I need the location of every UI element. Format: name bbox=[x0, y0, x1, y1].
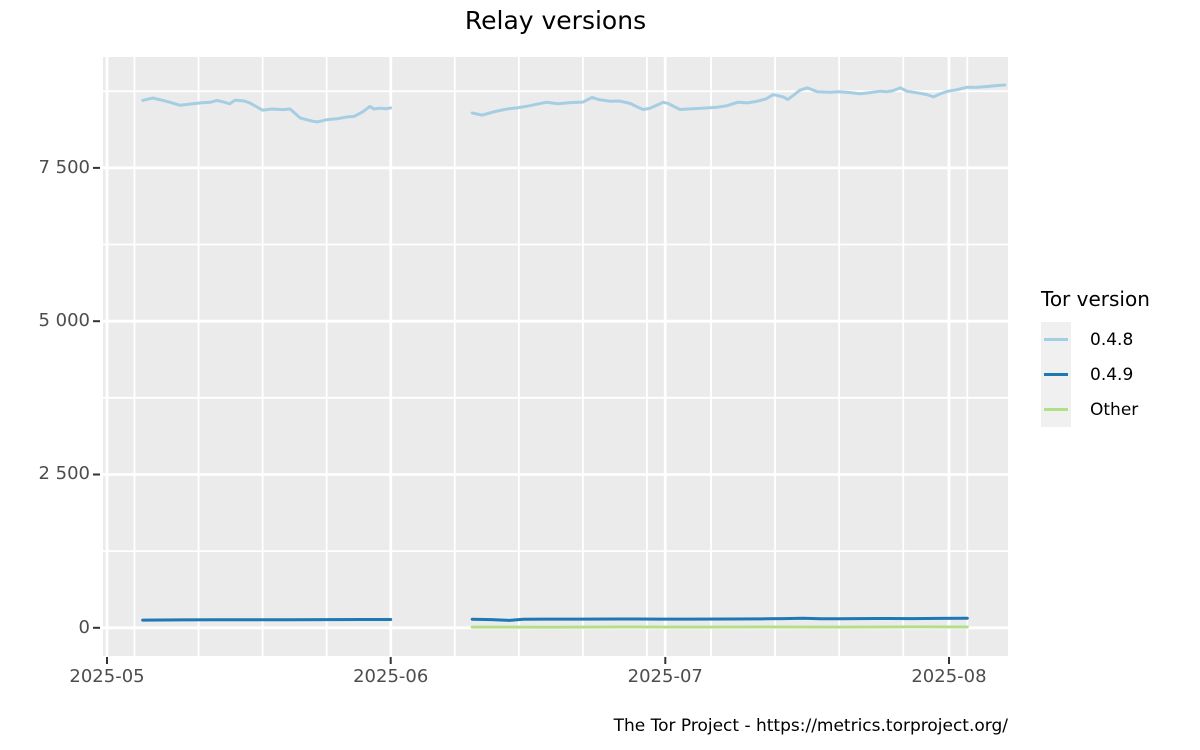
legend-key-line-icon bbox=[1044, 373, 1068, 376]
chart-caption: The Tor Project - https://metrics.torpro… bbox=[613, 716, 1008, 736]
legend-key-icon bbox=[1041, 322, 1071, 357]
legend-item-Other: Other bbox=[1041, 392, 1150, 427]
legend-key-icon bbox=[1041, 392, 1071, 427]
y-tick-label: 0 bbox=[78, 616, 90, 638]
legend-item-0.4.8: 0.4.8 bbox=[1041, 322, 1150, 357]
legend: Tor version 0.4.8 0.4.9 Other bbox=[1041, 287, 1150, 427]
legend-item-label: Other bbox=[1090, 399, 1139, 420]
x-tick-label: 2025-05 bbox=[69, 666, 145, 687]
legend-items: 0.4.8 0.4.9 Other bbox=[1041, 322, 1150, 427]
legend-key-line-icon bbox=[1044, 338, 1068, 341]
y-tick-label: 5 000 bbox=[38, 310, 90, 332]
y-tick-label: 2 500 bbox=[38, 463, 90, 485]
x-tick-label: 2025-07 bbox=[627, 666, 703, 687]
legend-key-line-icon bbox=[1044, 408, 1068, 411]
chart-title: Relay versions bbox=[464, 6, 647, 35]
legend-item-0.4.9: 0.4.9 bbox=[1041, 357, 1150, 392]
legend-item-label: 0.4.9 bbox=[1090, 364, 1134, 385]
legend-title: Tor version bbox=[1041, 287, 1150, 311]
x-tick-label: 2025-06 bbox=[353, 666, 429, 687]
y-tick-label: 7 500 bbox=[38, 156, 90, 178]
legend-item-label: 0.4.8 bbox=[1090, 329, 1134, 350]
legend-key-icon bbox=[1041, 357, 1071, 392]
x-tick-label: 2025-08 bbox=[911, 666, 987, 687]
